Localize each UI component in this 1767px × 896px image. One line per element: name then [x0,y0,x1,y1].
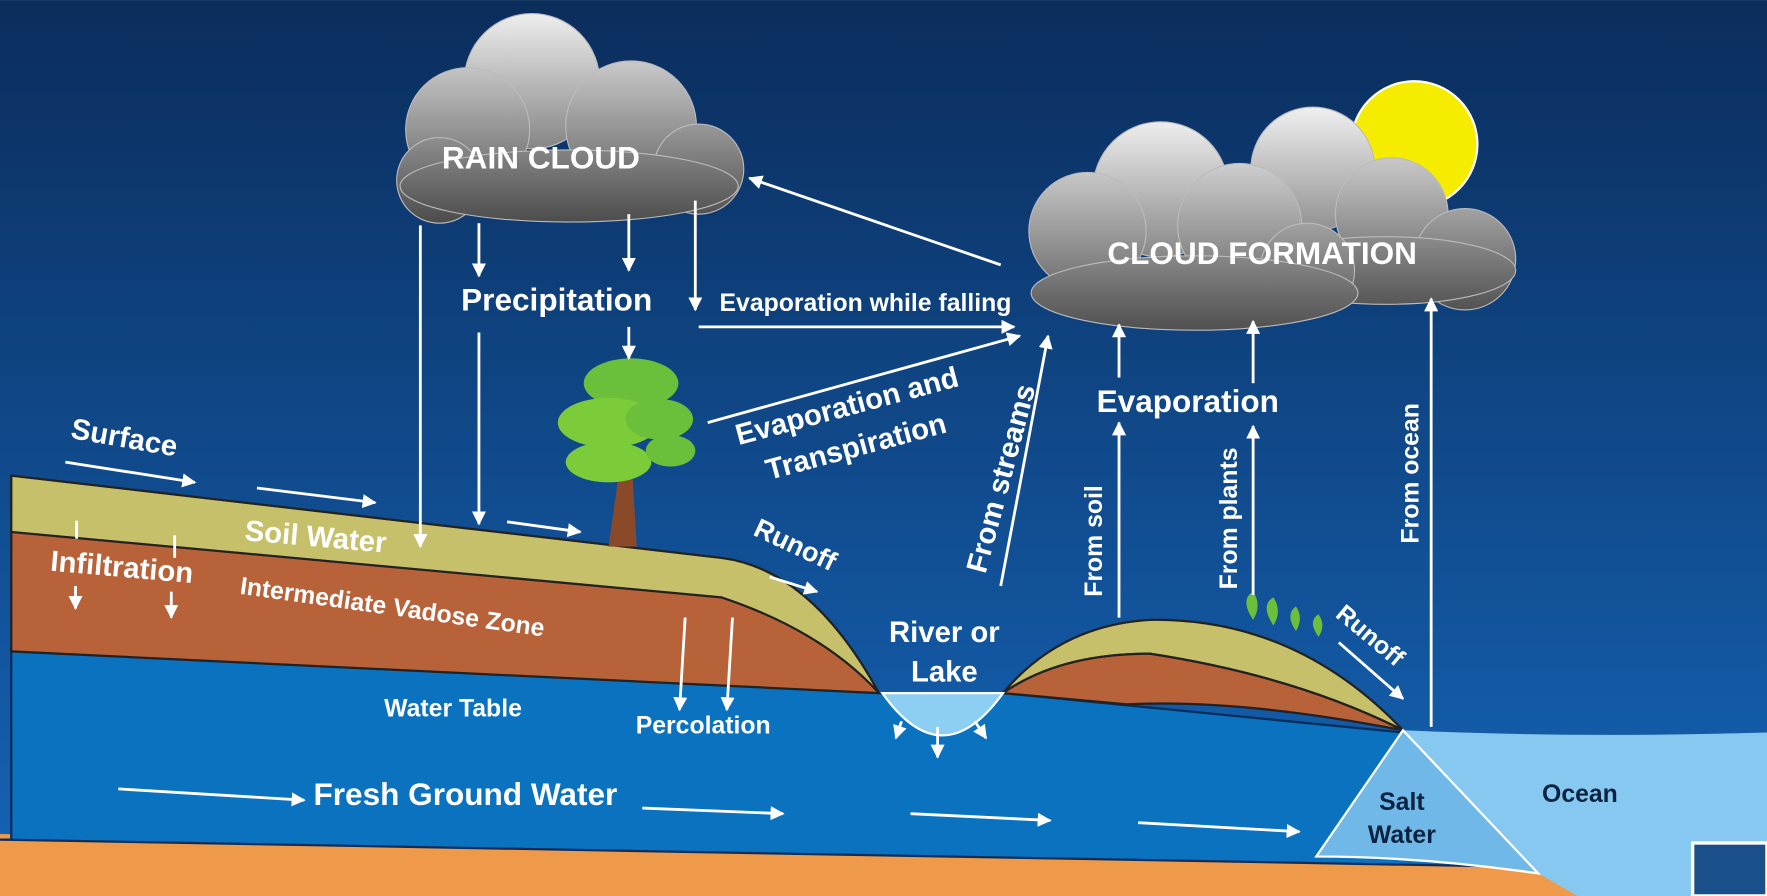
label: River or [889,616,1000,649]
label: Percolation [636,712,771,739]
label: Lake [911,656,978,689]
water-cycle-diagram: RAIN CLOUD Precipitation Evaporation whi… [0,0,1767,896]
label: Ocean [1542,781,1618,808]
label: RAIN CLOUD [442,139,640,175]
label: Precipitation [461,281,652,317]
label: Evaporation while falling [720,290,1012,317]
label: Fresh Ground Water [314,776,618,812]
label: Water Table [384,696,522,723]
label: Salt [1379,789,1424,816]
label: From plants [1216,448,1243,590]
label: From ocean [1398,403,1425,543]
label: From soil [1081,485,1108,597]
logo [1693,843,1767,896]
label: Water [1368,822,1436,849]
label: CLOUD FORMATION [1107,235,1417,271]
label: Evaporation [1097,383,1279,419]
